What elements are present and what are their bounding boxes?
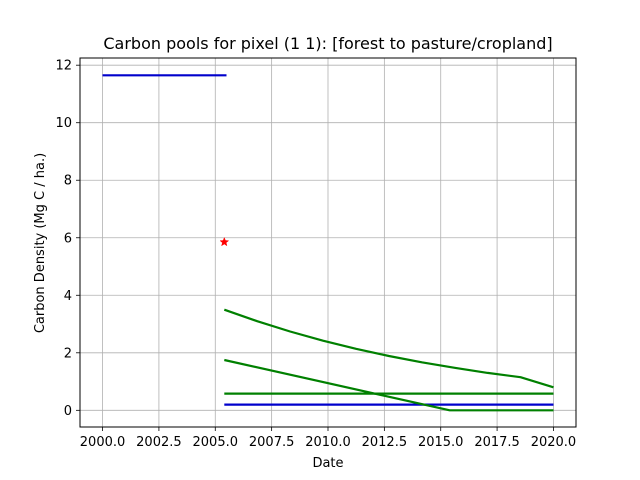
y-tick-label: 0 — [64, 404, 72, 419]
x-tick-label: 2002.5 — [136, 435, 182, 450]
y-tick-label: 2 — [64, 346, 72, 361]
x-tick-label: 2015.0 — [418, 435, 464, 450]
x-tick-label: 2000.0 — [80, 435, 126, 450]
x-tick-label: 2020.0 — [531, 435, 577, 450]
grid — [80, 58, 576, 427]
y-tick-label: 4 — [64, 289, 72, 304]
axis-ticks: 2000.0 2002.5 2005.0 2007.5 2010.0 2012.5 2015… — [55, 59, 576, 450]
series-line-4 — [224, 358, 554, 412]
y-tick-label: 12 — [55, 59, 72, 74]
x-tick-label: 2007.5 — [249, 435, 295, 450]
x-tick-label: 2010.0 — [305, 435, 351, 450]
x-tick-label: 2005.0 — [193, 435, 239, 450]
x-axis-label: Date — [312, 456, 343, 471]
x-tick-label: 2012.5 — [362, 435, 408, 450]
plot-series — [102, 74, 554, 412]
star-marker-1 — [219, 236, 230, 247]
y-tick-label: 6 — [64, 231, 72, 246]
plot-markers — [219, 236, 230, 247]
y-tick-label: 8 — [64, 174, 72, 189]
y-axis-label: Carbon Density (Mg C / ha.) — [33, 153, 48, 333]
y-tick-label: 10 — [55, 116, 72, 131]
chart-title: Carbon pools for pixel (1 1): [forest to… — [103, 34, 552, 53]
series-line-3 — [223, 308, 554, 389]
x-tick-label: 2017.5 — [474, 435, 520, 450]
